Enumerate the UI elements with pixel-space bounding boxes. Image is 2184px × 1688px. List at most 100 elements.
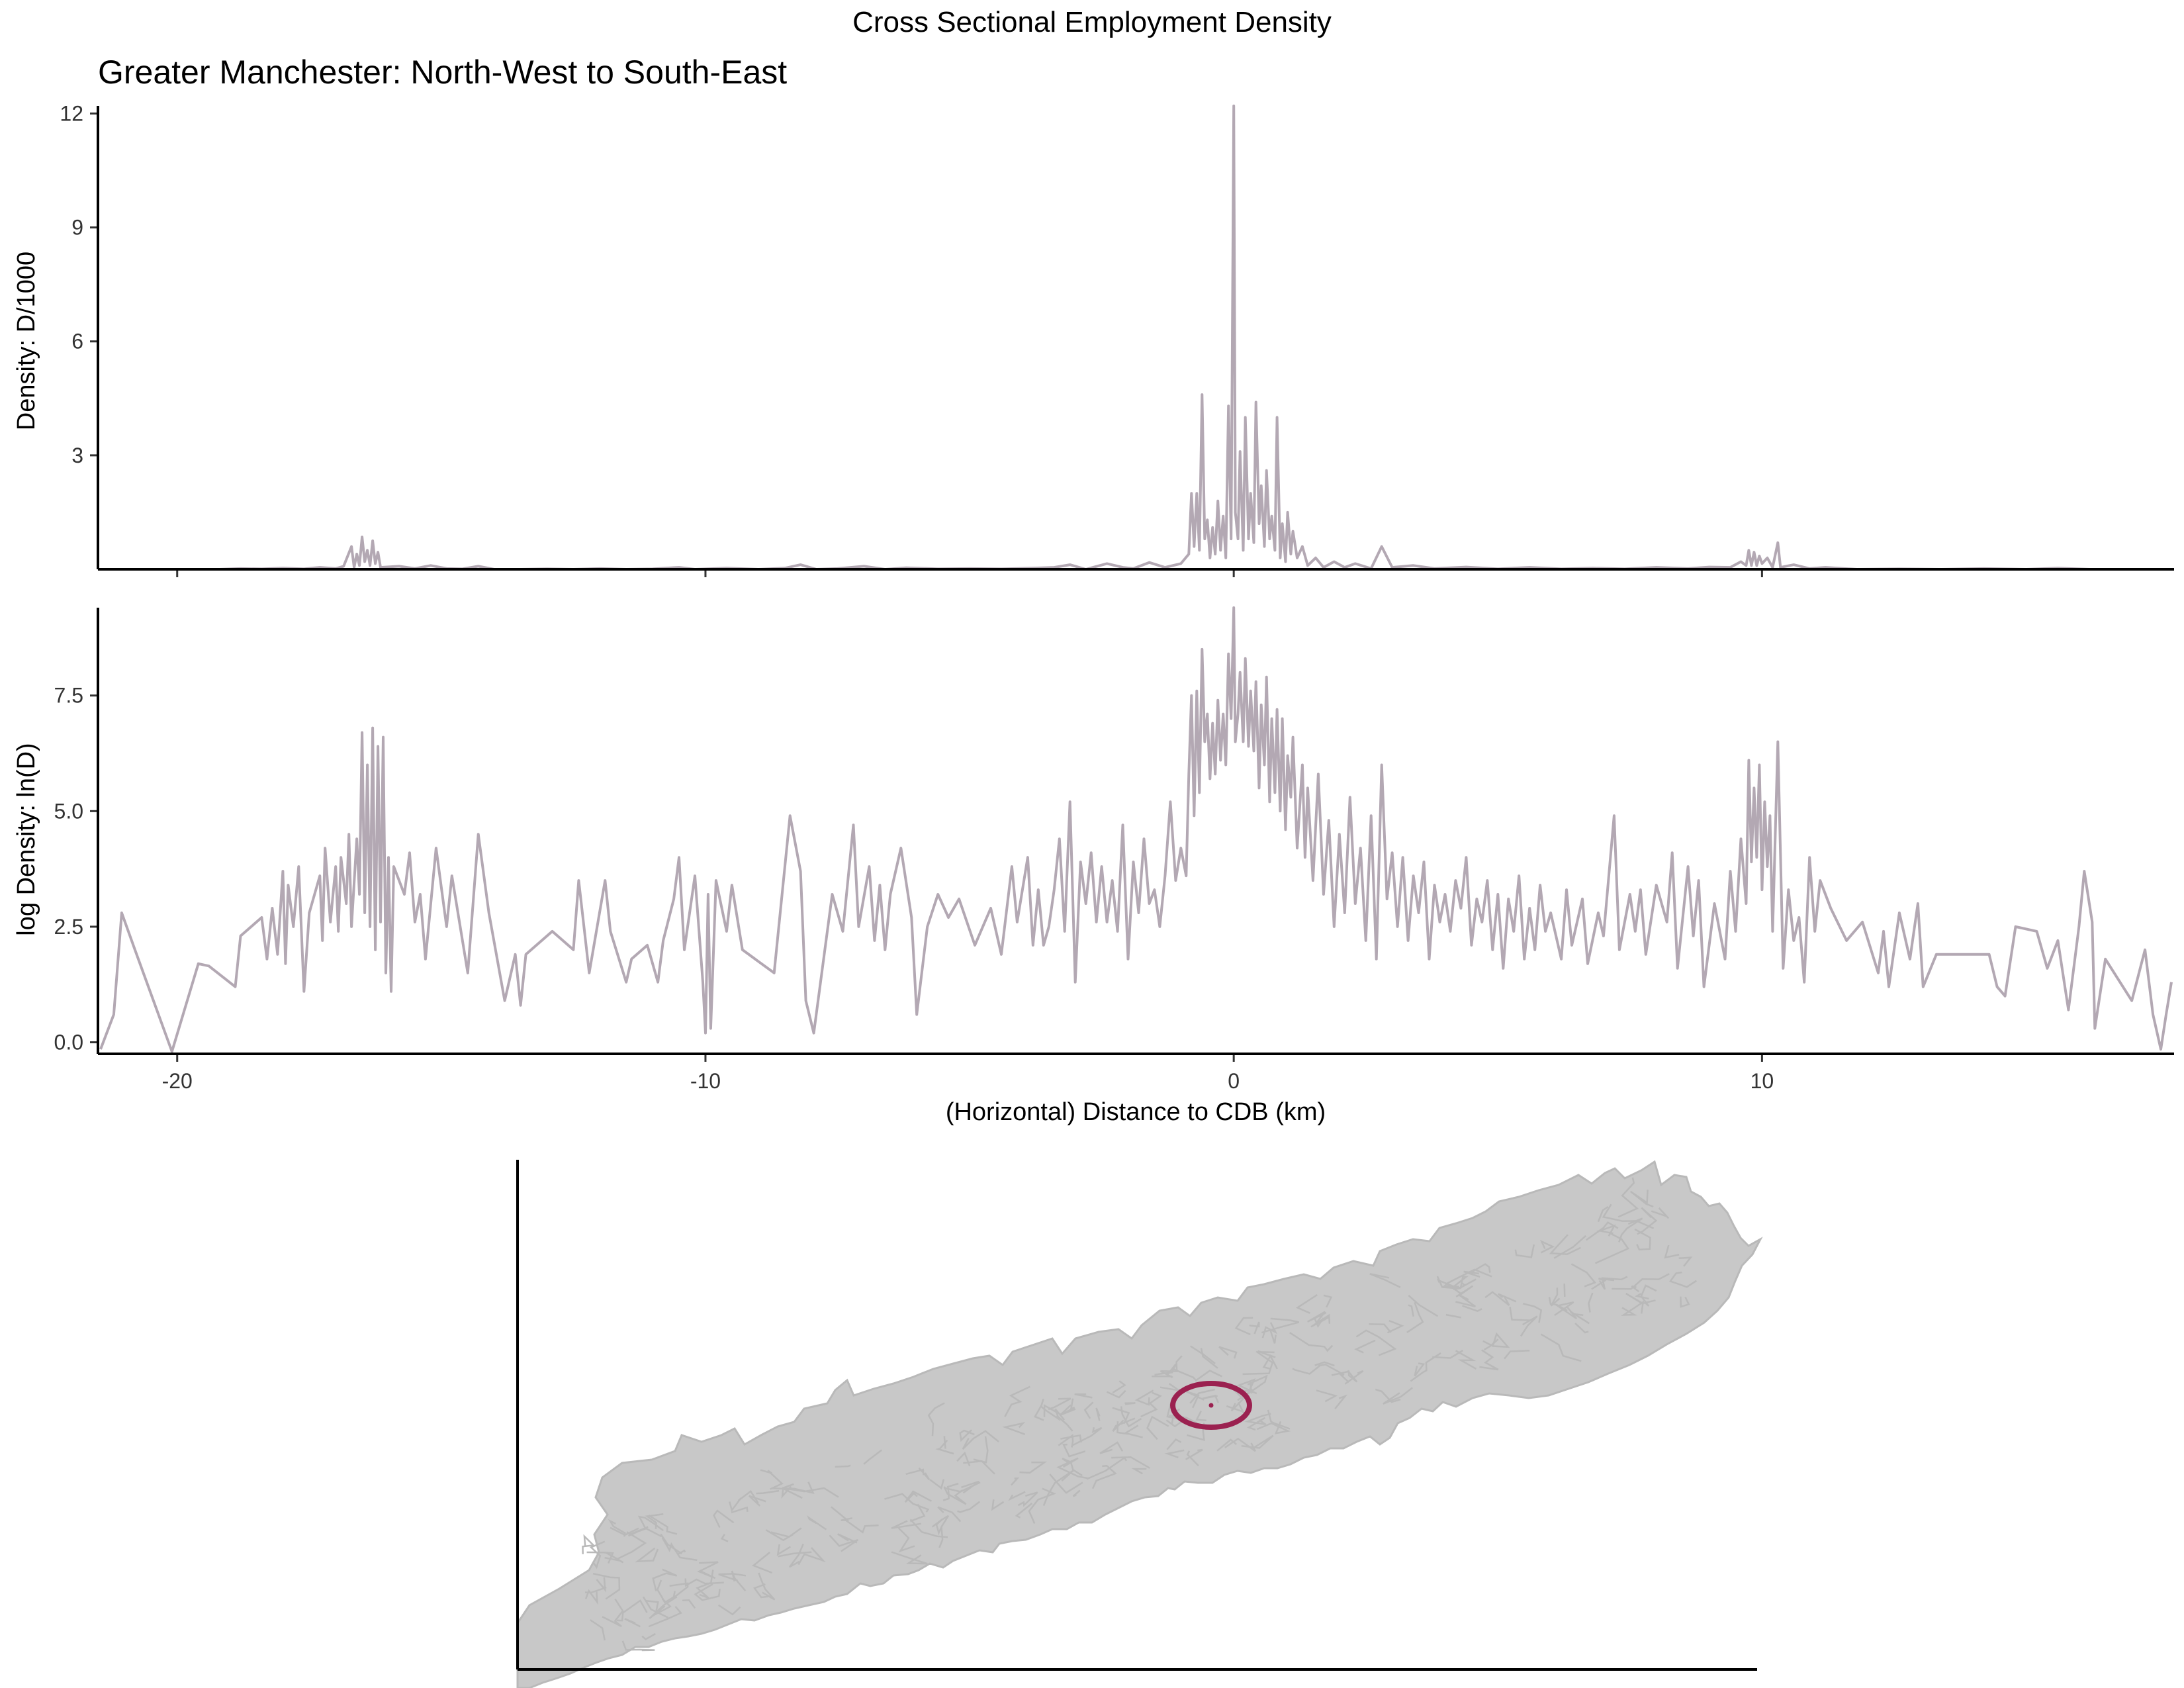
map-boundary-segment xyxy=(959,1429,975,1442)
density-y-tick-label: 6 xyxy=(71,330,83,353)
map-boundary-segment xyxy=(1256,1421,1291,1434)
map-boundary-segment xyxy=(602,1598,624,1628)
map-boundary-segment xyxy=(1074,1393,1093,1399)
map-boundary-segment xyxy=(1062,1458,1083,1477)
map-boundary-segment xyxy=(1585,1221,1619,1241)
map-boundary-segment xyxy=(1410,1352,1441,1382)
map-boundary-segment xyxy=(1236,1378,1257,1395)
map-boundary-segment xyxy=(1131,1468,1147,1475)
map-boundary-segment xyxy=(1631,1285,1640,1293)
log-density-y-tick-label: 7.5 xyxy=(54,684,83,708)
map-boundary-segment xyxy=(718,1604,741,1616)
map-boundary-segment xyxy=(697,1561,719,1579)
map-boundary-segment xyxy=(1602,1203,1655,1229)
map-boundary-segment xyxy=(929,1479,945,1490)
map-boundary-segment xyxy=(1218,1346,1238,1359)
map-boundary-segment xyxy=(1112,1417,1136,1432)
map-boundary-segment xyxy=(1042,1469,1075,1506)
map-boundary-segment xyxy=(1095,1407,1101,1421)
map-boundary-segment xyxy=(1120,1406,1142,1428)
map-boundary-segment xyxy=(1186,1450,1199,1467)
map-boundary-segment xyxy=(782,1481,815,1495)
map-boundary-segment xyxy=(1406,1301,1424,1333)
map-boundary-segment xyxy=(1060,1434,1082,1443)
map-boundary-segment xyxy=(935,1439,954,1455)
map-boundary-segment xyxy=(1134,1389,1154,1406)
map-boundary-segment xyxy=(1375,1388,1401,1403)
map-boundary-segment xyxy=(749,1495,766,1507)
density-panel: Density: D/1000 3 6 9 12 xyxy=(13,101,2174,577)
map-boundary-segment xyxy=(1234,1317,1253,1336)
map-boundary-segment xyxy=(863,1449,882,1465)
map-boundary-segment xyxy=(661,1537,698,1562)
map-boundary-segment xyxy=(1594,1232,1629,1264)
map-boundary-segment xyxy=(1318,1364,1349,1383)
map-boundary-segment xyxy=(731,1570,747,1592)
map-boundary-segment xyxy=(1289,1332,1334,1352)
map-boundary-segment xyxy=(1106,1389,1126,1399)
map-boundary-segment xyxy=(1498,1293,1517,1303)
map-boundary-segment xyxy=(1295,1293,1318,1314)
map-boundary-segment xyxy=(1570,1263,1596,1288)
map-boundary-segment xyxy=(648,1606,682,1628)
map-boundary-segment xyxy=(1307,1311,1327,1324)
map-boundary-segment xyxy=(713,1509,735,1528)
map-boundary-segment xyxy=(1267,1409,1291,1430)
map-boundary-segment xyxy=(1140,1391,1162,1418)
map-boundary-segment xyxy=(1202,1395,1219,1403)
map-boundary-segment xyxy=(1414,1362,1426,1377)
map-boundary-segment xyxy=(765,1529,794,1542)
map-boundary-segment xyxy=(635,1547,659,1563)
map-boundary-segment xyxy=(1680,1296,1690,1308)
map-boundary-segment xyxy=(1246,1417,1266,1431)
map-boundary-segment xyxy=(891,1551,928,1565)
map-boundary-segment xyxy=(729,1497,742,1513)
map-boundary-segment xyxy=(778,1551,812,1558)
map-boundary-segment xyxy=(592,1572,621,1600)
log-density-y-axis-title: log Density: ln(D) xyxy=(13,743,40,935)
map-boundary-segment xyxy=(831,1506,852,1521)
map-boundary-segment xyxy=(718,1573,747,1582)
map-boundary-segment xyxy=(1175,1355,1183,1372)
log-density-x-axis: -20 -10 0 10 xyxy=(162,1054,1774,1093)
map-boundary-segment xyxy=(1483,1338,1499,1351)
map-boundary-segment xyxy=(1058,1434,1074,1448)
map-boundary-segment xyxy=(758,1572,776,1601)
map-boundary-segment xyxy=(884,1493,930,1513)
map-boundary-segment xyxy=(1062,1443,1086,1458)
log-density-x-tick-label: 10 xyxy=(1751,1069,1774,1093)
map-boundary-segment xyxy=(645,1599,659,1615)
log-density-y-tick-label: 0.0 xyxy=(54,1031,83,1055)
map-boundary-segment xyxy=(1331,1370,1358,1383)
map-boundary-segment xyxy=(897,1527,915,1553)
map-boundary-segment xyxy=(1071,1427,1103,1446)
map-boundary-segment xyxy=(1504,1350,1530,1360)
map-boundary-segment xyxy=(720,1534,729,1542)
map-boundary-segment xyxy=(942,1483,959,1501)
map-boundary-segment xyxy=(1612,1273,1670,1290)
map-boundary-segment xyxy=(1261,1322,1278,1338)
map-boundary-segment xyxy=(1292,1365,1320,1375)
map-boundary-segment xyxy=(1630,1190,1654,1208)
map-boundary-segment xyxy=(909,1503,926,1523)
map-boundary-segment xyxy=(1200,1348,1218,1369)
map-boundary-segment xyxy=(931,1518,944,1536)
map-boundary-segment xyxy=(1591,1278,1615,1290)
map-boundary-segment xyxy=(752,1552,773,1574)
map-boundary-segment xyxy=(760,1469,784,1490)
log-density-panel: log Density: ln(D) 0.0 2.5 5.0 7.5 -20 -10 0 1… xyxy=(13,606,2174,1126)
map-boundary-segment xyxy=(596,1577,606,1593)
map-boundary-segment xyxy=(1246,1374,1268,1395)
map-boundary-segment xyxy=(1262,1354,1279,1370)
map-boundary-segment xyxy=(1540,1239,1555,1254)
map-boundary-segment xyxy=(1463,1270,1480,1278)
log-density-series-line xyxy=(99,606,2173,1053)
map-boundary-segment xyxy=(696,1570,714,1599)
map-boundary-segment xyxy=(1445,1313,1461,1319)
map-boundary-segment xyxy=(1634,1228,1651,1251)
map-boundary-segment xyxy=(1011,1477,1020,1486)
map-boundary-segment xyxy=(731,1506,749,1514)
map-boundary-segment xyxy=(1451,1276,1477,1289)
map-boundary-segment xyxy=(1216,1438,1238,1452)
